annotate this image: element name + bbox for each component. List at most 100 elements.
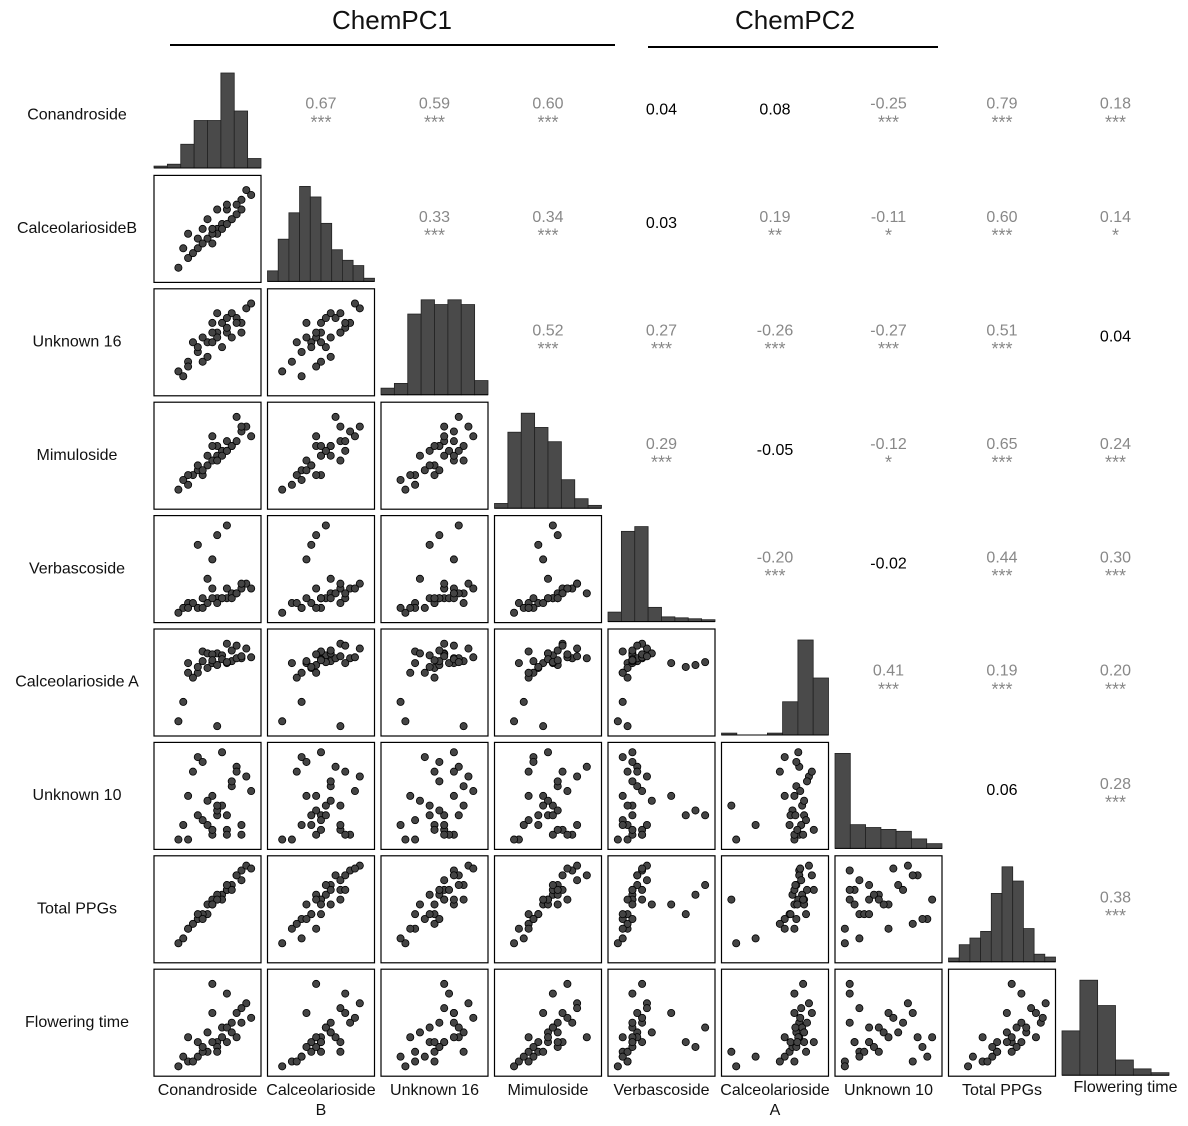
scatter-point [544,574,553,583]
panel-frame [720,855,830,964]
scatter-point [449,555,458,564]
histogram-bar [193,120,208,169]
scatter-point [850,900,859,909]
scatter-point [775,767,784,776]
scatter-point [232,871,241,880]
panel-frame [266,968,376,1077]
scatter-point [454,881,463,890]
scatter-point [307,461,316,470]
histogram-bar [434,304,449,396]
histogram-bar [1079,979,1099,1076]
scatter-point [341,830,350,839]
histogram-bar [352,265,365,282]
scatter-point [316,1047,325,1056]
scatter-point [799,979,808,988]
scatter-point [519,1052,528,1061]
scatter-point [355,999,364,1008]
histogram-bar [474,380,489,396]
histogram-bar [990,893,1003,963]
significance-stars: * [885,226,892,246]
scatter-point [213,1047,222,1056]
scatter-point [312,924,321,933]
scatter-point [355,422,364,431]
scatter-point [401,835,410,844]
scatter-point [874,1047,883,1056]
scatter-point [302,456,311,465]
scatter-point [903,999,912,1008]
scatter-point [222,437,231,446]
column-label: Calceolarioside [266,1082,375,1099]
scatter-point [440,579,449,588]
scatter-point [307,811,316,820]
scatter-point [321,446,330,455]
scatter-point [341,437,350,446]
scatter-point [469,1013,478,1022]
scatter-point [524,668,533,677]
scatter-point [978,1033,987,1042]
scatter-point [208,441,217,450]
scatter-point [287,480,296,489]
scatter-point [691,1042,700,1051]
correlation-value: 0.28 [1100,776,1131,793]
scatter-point [701,811,710,820]
scatter-point [411,816,420,825]
scatter-point [312,362,321,371]
scatter-point [208,1038,217,1047]
scatter-point [420,603,429,612]
scatter-point [203,796,212,805]
correlation-value: 0.14 [1100,209,1131,226]
scatter-point [558,1009,567,1018]
scatter-point [302,657,311,666]
correlation-value: 0.59 [419,96,450,113]
scatter-point [312,328,321,337]
scatter-point [459,895,468,904]
histogram-bar [647,606,662,622]
panel-frame [607,855,716,964]
scatter-point [449,427,458,436]
scatter-point [302,900,311,909]
scatter-point [459,599,468,608]
scatter-point [519,821,528,830]
scatter-point [184,253,193,262]
histogram-bar [969,937,982,963]
scatter-point [326,574,335,583]
scatter-point [865,910,874,919]
scatter-point [1027,1004,1036,1013]
histogram-bar [958,944,971,963]
scatter-point [524,1047,533,1056]
histogram-bar [895,830,912,849]
scatter-point [519,934,528,943]
column-label: Verbascoside [613,1082,709,1099]
scatter-point [539,895,548,904]
scatter-point [198,603,207,612]
scatter-point [184,659,193,668]
significance-stars: *** [991,226,1012,246]
correlation-value: 0.24 [1100,436,1131,453]
scatter-point [188,767,197,776]
scatter-point [539,801,548,810]
scatter-point [316,656,325,665]
scatter-point [336,456,345,465]
scatter-point [638,979,647,988]
significance-stars: *** [764,339,785,359]
scatter-point [751,934,760,943]
scatter-point [440,1004,449,1013]
scatter-point [184,924,193,933]
scatter-point [775,919,784,928]
scatter-point [804,861,813,870]
correlation-value: 0.04 [1100,329,1131,346]
scatter-point [582,762,591,771]
correlation-value: 0.41 [873,663,904,680]
scatter-point [667,791,676,800]
scatter-point [425,801,434,810]
scatter-point [908,871,917,880]
scatter-point [237,821,246,830]
scatter-point [884,1033,893,1042]
scatter-point [638,1038,647,1047]
scatter-point [247,190,256,199]
histogram-bar [661,616,676,622]
scatter-point [302,791,311,800]
scatter-point [633,871,642,880]
scatter-point [227,309,236,318]
scatter-point [613,1062,622,1071]
